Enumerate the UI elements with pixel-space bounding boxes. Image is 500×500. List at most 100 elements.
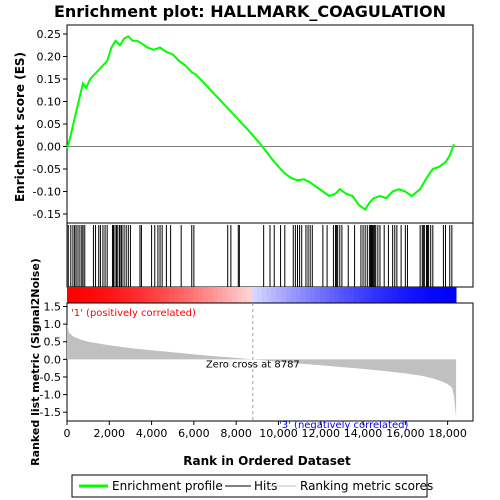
- color-bar-segment: [426, 287, 433, 303]
- color-bar-segment: [353, 287, 360, 303]
- color-bar-segment: [159, 287, 165, 303]
- x-tick-label: 18,000: [428, 427, 467, 440]
- metric-y-tick-label: 0.0: [44, 353, 62, 366]
- x-tick-label: 6,000: [178, 427, 210, 440]
- metric-y-tick-label: -1.5: [40, 406, 61, 419]
- color-bar-segment: [169, 287, 175, 303]
- color-bar-segment: [285, 287, 292, 303]
- es-y-tick-label: -0.15: [33, 208, 61, 221]
- negative-correlated-label: '3' (negatively correlated): [279, 420, 408, 431]
- es-y-label: Enrichment score (ES): [13, 52, 27, 202]
- color-bar-segment: [232, 287, 238, 303]
- color-bar-segment: [178, 287, 185, 303]
- color-bar-segment: [67, 287, 73, 303]
- color-bar-segment: [300, 287, 306, 303]
- legend-metric-label: Ranking metric scores: [300, 479, 433, 493]
- color-bar-segment: [451, 287, 457, 303]
- color-bar-segment: [120, 287, 126, 303]
- color-bar-segment: [334, 287, 340, 303]
- color-bar-segment: [397, 287, 403, 303]
- color-bar-segment: [208, 287, 214, 303]
- color-bar-segment: [130, 287, 136, 303]
- color-bar-segment: [436, 287, 442, 303]
- color-bar-segment: [324, 287, 331, 303]
- color-bar-segment: [271, 287, 277, 303]
- x-tick-label: 8,000: [220, 427, 252, 440]
- es-y-tick-label: 0.10: [37, 96, 62, 109]
- color-bar-segment: [358, 287, 365, 303]
- legend-enrichment-label: Enrichment profile: [112, 479, 223, 493]
- color-bar-segment: [363, 287, 369, 303]
- color-bar-segment: [407, 287, 413, 303]
- color-bar-segment: [91, 287, 97, 303]
- color-bar-segment: [329, 287, 335, 303]
- color-bar-segment: [188, 287, 194, 303]
- color-bar-segment: [139, 287, 146, 303]
- es-panel-frame: [66, 24, 474, 224]
- color-bar-segment: [387, 287, 394, 303]
- legend-hits-label: Hits: [254, 479, 277, 493]
- color-bar-segment: [378, 287, 384, 303]
- es-y-tick-label: 0.00: [37, 141, 62, 154]
- color-bar-segment: [305, 287, 311, 303]
- color-bar-segment: [227, 287, 233, 303]
- color-bar-segment: [203, 287, 209, 303]
- color-bar-segment: [246, 287, 253, 303]
- hits-marks: [67, 225, 453, 287]
- es-y-axis: 0.25 0.20 0.15 0.10 0.05 0.00 -0.05 -0.10 -0.15: [33, 28, 67, 221]
- color-bar-segment: [101, 287, 107, 303]
- x-axis-label: Rank in Ordered Dataset: [183, 454, 351, 468]
- positive-correlated-label: '1' (positively correlated): [71, 308, 196, 319]
- color-bar-segment: [412, 287, 418, 303]
- x-tick-label: 10,000: [259, 427, 298, 440]
- x-tick-label: 2,000: [94, 427, 126, 440]
- color-bar-segment: [392, 287, 399, 303]
- color-bar-segment: [339, 287, 345, 303]
- color-bar-segment: [154, 287, 160, 303]
- color-bar-segment: [280, 287, 287, 303]
- color-bar-segment: [422, 287, 428, 303]
- metric-y-axis: 1.5 1.0 0.5 0.0 -0.5 -1.0 -1.5: [40, 301, 67, 419]
- color-bar-segment: [110, 287, 117, 303]
- color-bar-segment: [290, 287, 296, 303]
- chart-title: Enrichment plot: HALLMARK_COAGULATION: [54, 2, 446, 21]
- color-bar-segment: [383, 287, 389, 303]
- color-bar-segment: [441, 287, 447, 303]
- x-tick-label: 14,000: [344, 427, 383, 440]
- color-bar-segment: [96, 287, 102, 303]
- color-bar-segment: [319, 287, 326, 303]
- metric-y-tick-label: 1.5: [44, 301, 62, 314]
- color-bar-segment: [261, 287, 267, 303]
- color-bar-segment: [164, 287, 170, 303]
- color-bar-segment: [125, 287, 131, 303]
- color-bar-segment: [373, 287, 379, 303]
- metric-y-label: Ranked list metric (Signal2Noise): [29, 258, 42, 466]
- metric-y-tick-label: 1.0: [44, 318, 62, 331]
- metric-y-tick-label: 0.5: [44, 336, 62, 349]
- es-y-tick-label: 0.25: [37, 28, 62, 41]
- color-bar-segment: [237, 287, 243, 303]
- color-bar-segment: [212, 287, 219, 303]
- color-bar-segment: [446, 287, 452, 303]
- color-bar-segment: [242, 287, 248, 303]
- es-y-tick-label: -0.05: [33, 163, 61, 176]
- color-bar-segment: [105, 287, 112, 303]
- metric-y-tick-label: -0.5: [40, 371, 61, 384]
- color-bar-segment: [256, 287, 262, 303]
- color-bar-segment: [315, 287, 321, 303]
- color-bar-segment: [344, 287, 350, 303]
- x-tick-label: 4,000: [136, 427, 168, 440]
- color-bar-segment: [71, 287, 78, 303]
- x-tick-label: 12,000: [302, 427, 341, 440]
- color-bar-segment: [76, 287, 82, 303]
- color-bar-segment: [417, 287, 423, 303]
- x-tick-label: 16,000: [386, 427, 425, 440]
- x-axis: 0 2,000 4,000 6,000 8,000 10,000 12,000 14,000 1…: [64, 421, 467, 440]
- color-bar-segment: [86, 287, 92, 303]
- enrichment-profile-line: [66, 35, 455, 211]
- color-bar-segment: [173, 287, 180, 303]
- color-bar-segment: [251, 287, 258, 303]
- color-bar-segment: [81, 287, 87, 303]
- x-tick-label: 0: [64, 427, 71, 440]
